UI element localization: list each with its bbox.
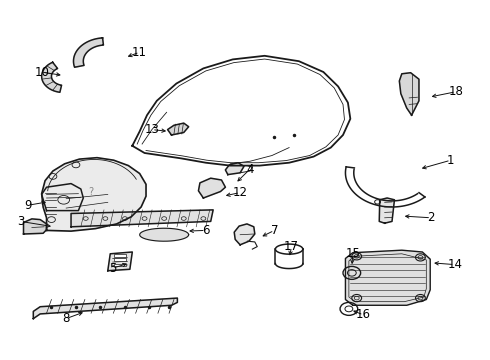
Text: 3: 3 [17, 215, 24, 228]
Polygon shape [225, 163, 244, 175]
Polygon shape [108, 252, 132, 271]
Text: 14: 14 [447, 258, 462, 271]
Text: 15: 15 [345, 247, 360, 260]
Text: 2: 2 [427, 211, 435, 224]
Polygon shape [42, 158, 146, 231]
Text: 6: 6 [202, 224, 210, 237]
Polygon shape [198, 178, 225, 198]
Polygon shape [140, 228, 189, 241]
Text: 12: 12 [233, 186, 247, 199]
Text: ?: ? [88, 186, 93, 197]
Text: 8: 8 [62, 312, 70, 325]
Polygon shape [345, 250, 430, 305]
Polygon shape [399, 73, 419, 115]
Bar [114, 264, 126, 266]
Bar [114, 254, 126, 257]
Bar [114, 258, 126, 261]
Polygon shape [24, 219, 47, 234]
Polygon shape [234, 224, 255, 245]
Text: 9: 9 [24, 199, 32, 212]
Polygon shape [33, 298, 177, 319]
Text: 11: 11 [132, 46, 147, 59]
Text: 5: 5 [109, 262, 117, 275]
Text: 13: 13 [145, 123, 159, 136]
Text: 7: 7 [270, 224, 278, 237]
Text: 1: 1 [447, 154, 455, 167]
Polygon shape [42, 62, 62, 92]
Polygon shape [71, 210, 213, 227]
Text: 18: 18 [448, 85, 463, 98]
Text: 16: 16 [356, 309, 371, 321]
Text: 17: 17 [284, 240, 299, 253]
Text: 10: 10 [34, 66, 49, 78]
Polygon shape [379, 198, 394, 223]
Polygon shape [168, 123, 189, 135]
Polygon shape [42, 184, 83, 211]
Text: 4: 4 [246, 163, 254, 176]
Polygon shape [74, 38, 103, 67]
